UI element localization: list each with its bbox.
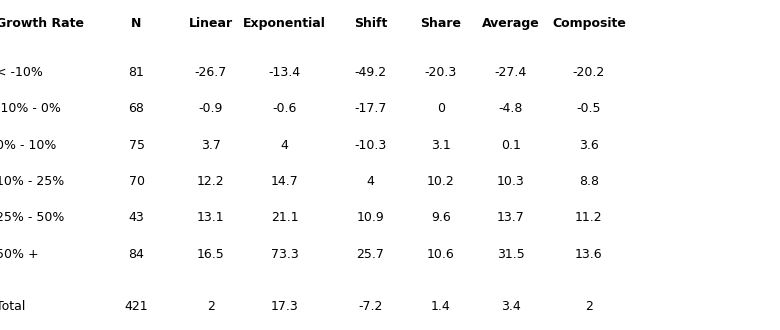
Text: -17.7: -17.7 [354, 102, 387, 115]
Text: 9.6: 9.6 [431, 211, 451, 224]
Text: 10.3: 10.3 [497, 175, 525, 188]
Text: 10% - 25%: 10% - 25% [0, 175, 64, 188]
Text: -0.6: -0.6 [272, 102, 297, 115]
Text: 3.4: 3.4 [501, 300, 521, 314]
Text: 11.2: 11.2 [575, 211, 603, 224]
Text: -27.4: -27.4 [495, 66, 527, 79]
Text: 31.5: 31.5 [497, 248, 525, 261]
Text: 13.6: 13.6 [575, 248, 603, 261]
Text: -20.3: -20.3 [424, 66, 457, 79]
Text: 10.6: 10.6 [427, 248, 455, 261]
Text: 17.3: 17.3 [271, 300, 299, 314]
Text: Total: Total [0, 300, 26, 314]
Text: 43: 43 [129, 211, 144, 224]
Text: < -10%: < -10% [0, 66, 43, 79]
Text: -0.9: -0.9 [198, 102, 223, 115]
Text: -26.7: -26.7 [194, 66, 227, 79]
Text: -10% - 0%: -10% - 0% [0, 102, 61, 115]
Text: 4: 4 [281, 139, 289, 152]
Text: 25.7: 25.7 [356, 248, 385, 261]
Text: 10.2: 10.2 [427, 175, 455, 188]
Text: -49.2: -49.2 [354, 66, 387, 79]
Text: Average: Average [482, 16, 540, 30]
Text: 75: 75 [129, 139, 144, 152]
Text: -13.4: -13.4 [268, 66, 301, 79]
Text: 73.3: 73.3 [271, 248, 299, 261]
Text: Shift: Shift [354, 16, 387, 30]
Text: Exponential: Exponential [243, 16, 326, 30]
Text: -10.3: -10.3 [354, 139, 387, 152]
Text: 81: 81 [129, 66, 144, 79]
Text: 84: 84 [129, 248, 144, 261]
Text: 21.1: 21.1 [271, 211, 299, 224]
Text: 13.1: 13.1 [197, 211, 225, 224]
Text: 1.4: 1.4 [431, 300, 451, 314]
Text: 0% - 10%: 0% - 10% [0, 139, 56, 152]
Text: 12.2: 12.2 [197, 175, 225, 188]
Text: -4.8: -4.8 [498, 102, 523, 115]
Text: Composite: Composite [552, 16, 626, 30]
Text: 0.1: 0.1 [501, 139, 521, 152]
Text: 10.9: 10.9 [356, 211, 385, 224]
Text: Linear: Linear [189, 16, 232, 30]
Text: 3.6: 3.6 [579, 139, 599, 152]
Text: N: N [131, 16, 142, 30]
Text: 3.1: 3.1 [431, 139, 451, 152]
Text: 50% +: 50% + [0, 248, 39, 261]
Text: 4: 4 [367, 175, 374, 188]
Text: 14.7: 14.7 [271, 175, 299, 188]
Text: 421: 421 [125, 300, 148, 314]
Text: 25% - 50%: 25% - 50% [0, 211, 65, 224]
Text: 2: 2 [207, 300, 215, 314]
Text: -7.2: -7.2 [358, 300, 383, 314]
Text: Growth Rate: Growth Rate [0, 16, 84, 30]
Text: 68: 68 [129, 102, 144, 115]
Text: -0.5: -0.5 [576, 102, 601, 115]
Text: -20.2: -20.2 [573, 66, 605, 79]
Text: 2: 2 [585, 300, 593, 314]
Text: 3.7: 3.7 [200, 139, 221, 152]
Text: 0: 0 [437, 102, 445, 115]
Text: 13.7: 13.7 [497, 211, 525, 224]
Text: Share: Share [420, 16, 461, 30]
Text: 8.8: 8.8 [579, 175, 599, 188]
Text: 16.5: 16.5 [197, 248, 225, 261]
Text: 70: 70 [129, 175, 144, 188]
